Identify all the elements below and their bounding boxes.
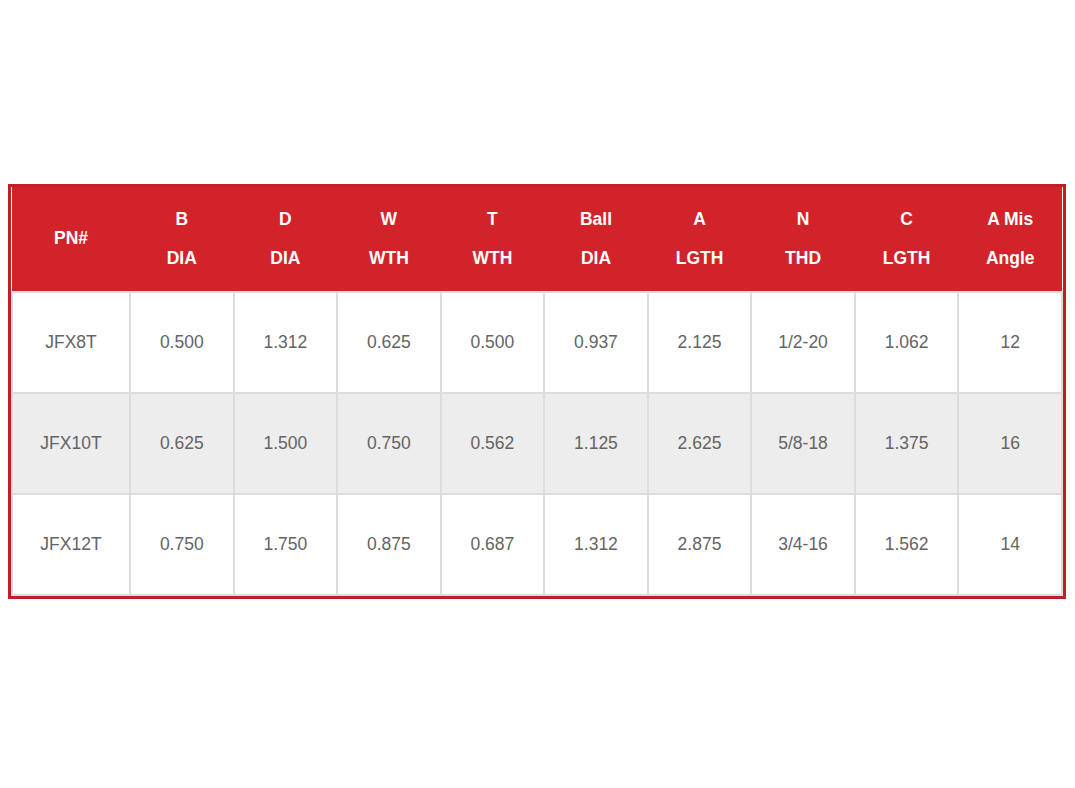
table-row-jfx12t: JFX12T 0.750 1.750 0.875 0.687 1.312 2.8… <box>12 494 1062 595</box>
header-bottom-label: WTH <box>441 239 545 278</box>
header-row: PN# B DIA D DIA W WTH T <box>12 187 1062 292</box>
cell-value: 0.500 <box>160 320 204 365</box>
header-top-label: B <box>130 200 234 239</box>
cell-value: 2.625 <box>678 421 722 466</box>
cell-pn: JFX12T <box>12 494 130 595</box>
header-bottom-label: THD <box>751 239 855 278</box>
header-top-label: N <box>751 200 855 239</box>
cell-value: 16 <box>1000 421 1019 466</box>
cell-c-lgth: 1.062 <box>855 292 959 393</box>
cell-pn: JFX10T <box>12 393 130 494</box>
cell-value: 1.125 <box>574 421 618 466</box>
cell-a-lgth: 2.125 <box>648 292 752 393</box>
cell-a-mis-angle: 12 <box>958 292 1062 393</box>
cell-b-dia: 0.750 <box>130 494 234 595</box>
cell-w-wth: 0.750 <box>337 393 441 494</box>
cell-a-lgth: 2.625 <box>648 393 752 494</box>
header-bottom-label: DIA <box>234 239 338 278</box>
header-top-label: D <box>234 200 338 239</box>
cell-value: 0.500 <box>471 320 515 365</box>
header-bottom-label: DIA <box>544 239 648 278</box>
header-cell-t-wth: T WTH <box>441 187 545 292</box>
cell-b-dia: 0.500 <box>130 292 234 393</box>
header-cell-a-mis-angle: A Mis Angle <box>958 187 1062 292</box>
header-bottom-label: Angle <box>958 239 1062 278</box>
header-cell-n-thd: N THD <box>751 187 855 292</box>
spec-table-body: JFX8T 0.500 1.312 0.625 0.500 0.937 2.12… <box>12 292 1062 595</box>
header-cell-pn: PN# <box>12 187 130 292</box>
cell-t-wth: 0.500 <box>441 292 545 393</box>
cell-value: 1.562 <box>885 522 929 567</box>
cell-b-dia: 0.625 <box>130 393 234 494</box>
cell-a-mis-angle: 14 <box>958 494 1062 595</box>
cell-d-dia: 1.750 <box>234 494 338 595</box>
header-bottom-label: WTH <box>337 239 441 278</box>
cell-value: 0.562 <box>471 421 515 466</box>
header-bottom-label: LGTH <box>855 239 959 278</box>
cell-value: 12 <box>1000 320 1019 365</box>
header-top-label: C <box>855 200 959 239</box>
cell-value: JFX12T <box>40 522 101 567</box>
header-bottom-label: PN# <box>12 219 130 258</box>
header-bottom-label: LGTH <box>648 239 752 278</box>
header-cell-w-wth: W WTH <box>337 187 441 292</box>
cell-a-lgth: 2.875 <box>648 494 752 595</box>
cell-value: 1.375 <box>885 421 929 466</box>
cell-value: JFX10T <box>40 421 101 466</box>
cell-w-wth: 0.875 <box>337 494 441 595</box>
cell-a-mis-angle: 16 <box>958 393 1062 494</box>
cell-value: 1.312 <box>574 522 618 567</box>
cell-ball-dia: 1.125 <box>544 393 648 494</box>
cell-n-thd: 1/2-20 <box>751 292 855 393</box>
cell-value: 0.687 <box>471 522 515 567</box>
header-top-label: Ball <box>544 200 648 239</box>
cell-value: 2.875 <box>678 522 722 567</box>
header-cell-a-lgth: A LGTH <box>648 187 752 292</box>
cell-value: 0.750 <box>160 522 204 567</box>
spec-table: PN# B DIA D DIA W WTH T <box>11 187 1063 596</box>
cell-ball-dia: 1.312 <box>544 494 648 595</box>
header-cell-ball-dia: Ball DIA <box>544 187 648 292</box>
header-top-label: A <box>648 200 752 239</box>
header-cell-c-lgth: C LGTH <box>855 187 959 292</box>
cell-value: 1.312 <box>263 320 307 365</box>
header-top-label: W <box>337 200 441 239</box>
header-top-label: T <box>441 200 545 239</box>
cell-value: 0.625 <box>160 421 204 466</box>
spec-table-head: PN# B DIA D DIA W WTH T <box>12 187 1062 292</box>
cell-n-thd: 5/8-18 <box>751 393 855 494</box>
cell-t-wth: 0.562 <box>441 393 545 494</box>
cell-value: 0.875 <box>367 522 411 567</box>
cell-c-lgth: 1.562 <box>855 494 959 595</box>
cell-value: 1.750 <box>263 522 307 567</box>
page: PN# B DIA D DIA W WTH T <box>0 0 1075 788</box>
cell-value: 1.500 <box>263 421 307 466</box>
cell-c-lgth: 1.375 <box>855 393 959 494</box>
cell-value: 2.125 <box>678 320 722 365</box>
header-bottom-label: DIA <box>130 239 234 278</box>
table-row-jfx8t: JFX8T 0.500 1.312 0.625 0.500 0.937 2.12… <box>12 292 1062 393</box>
cell-t-wth: 0.687 <box>441 494 545 595</box>
cell-d-dia: 1.500 <box>234 393 338 494</box>
header-cell-d-dia: D DIA <box>234 187 338 292</box>
cell-value: 0.625 <box>367 320 411 365</box>
cell-ball-dia: 0.937 <box>544 292 648 393</box>
cell-pn: JFX8T <box>12 292 130 393</box>
header-cell-b-dia: B DIA <box>130 187 234 292</box>
cell-value: JFX8T <box>45 320 97 365</box>
table-row-jfx10t: JFX10T 0.625 1.500 0.750 0.562 1.125 2.6… <box>12 393 1062 494</box>
cell-value: 0.937 <box>574 320 618 365</box>
cell-n-thd: 3/4-16 <box>751 494 855 595</box>
spec-table-container: PN# B DIA D DIA W WTH T <box>8 184 1066 599</box>
cell-value: 1/2-20 <box>778 320 828 365</box>
cell-value: 5/8-18 <box>778 421 828 466</box>
cell-value: 0.750 <box>367 421 411 466</box>
cell-value: 14 <box>1000 522 1019 567</box>
cell-w-wth: 0.625 <box>337 292 441 393</box>
header-top-label: A Mis <box>958 200 1062 239</box>
cell-value: 3/4-16 <box>778 522 828 567</box>
cell-value: 1.062 <box>885 320 929 365</box>
cell-d-dia: 1.312 <box>234 292 338 393</box>
